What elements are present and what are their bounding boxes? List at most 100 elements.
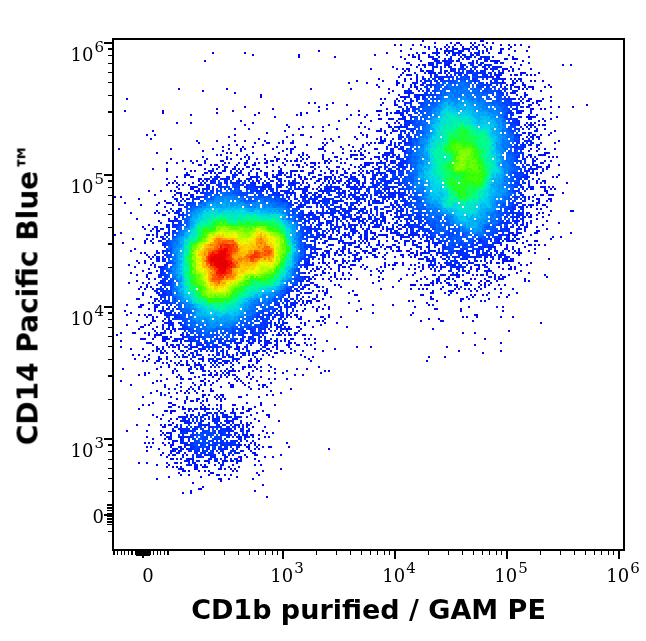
tick-mark (148, 550, 149, 556)
tick-mark (249, 550, 250, 555)
tick-mark (108, 72, 113, 73)
tick-mark (108, 399, 113, 400)
tick-mark (277, 550, 278, 555)
tick-mark (361, 550, 362, 555)
tick-mark (282, 550, 284, 559)
tick-mark (370, 550, 371, 555)
tick-mark (108, 491, 113, 492)
tick-mark (107, 518, 113, 520)
tick-mark (506, 550, 508, 559)
tick-mark (108, 267, 113, 268)
tick-mark (108, 451, 113, 452)
y-tick-label: 0 (0, 506, 104, 527)
plot-frame (112, 38, 625, 551)
tick-mark (108, 336, 113, 337)
x-tick-label: 104 (359, 565, 439, 586)
tick-mark (336, 550, 337, 555)
tick-mark (108, 204, 113, 205)
tick-mark (272, 550, 273, 555)
tick-mark (473, 550, 474, 555)
tick-mark (384, 550, 385, 555)
tick-mark (108, 319, 113, 320)
tick-mark (124, 550, 125, 555)
tick-mark (108, 195, 113, 196)
tick-mark (316, 550, 317, 555)
tick-mark (108, 327, 113, 328)
x-tick-label: 0 (108, 565, 188, 586)
tick-mark (104, 306, 113, 308)
tick-mark (142, 550, 143, 556)
tick-mark (107, 510, 113, 512)
tick-mark (136, 550, 137, 556)
tick-mark (108, 55, 113, 56)
tick-mark (462, 550, 463, 555)
tick-mark (144, 550, 145, 556)
tick-mark (107, 524, 113, 526)
tick-mark (108, 82, 113, 83)
tick-mark (204, 550, 205, 555)
tick-mark (108, 214, 113, 215)
tick-mark (107, 521, 113, 523)
tick-mark (108, 359, 113, 360)
tick-mark (104, 42, 113, 44)
tick-mark (164, 550, 165, 555)
tick-mark (108, 187, 113, 188)
tick-mark (104, 438, 113, 440)
tick-mark (540, 550, 541, 555)
tick-mark (121, 550, 122, 555)
x-tick-label: 106 (583, 565, 646, 586)
tick-mark (389, 550, 390, 555)
tick-mark (157, 550, 158, 555)
tick-mark (108, 346, 113, 347)
tick-mark (585, 550, 586, 555)
tick-mark (108, 111, 113, 112)
tick-mark (265, 550, 266, 555)
tick-mark (108, 478, 113, 479)
tick-mark (140, 550, 141, 556)
tick-mark (117, 550, 118, 555)
tick-mark (428, 550, 429, 555)
tick-mark (108, 468, 113, 469)
tick-mark (238, 550, 239, 555)
tick-mark (108, 531, 113, 532)
tick-mark (160, 550, 161, 555)
tick-mark (153, 550, 154, 555)
tick-mark (394, 550, 396, 559)
tick-mark (448, 550, 449, 555)
tick-mark (107, 513, 113, 515)
tick-mark (167, 550, 168, 555)
tick-mark (560, 550, 561, 555)
tick-mark (608, 550, 609, 555)
tick-mark (107, 515, 113, 517)
tick-mark (350, 550, 351, 555)
tick-mark (104, 174, 113, 176)
tick-mark (258, 550, 259, 555)
tick-mark (482, 550, 483, 555)
flow-cytometry-figure: 0103104105106 0103104105106 CD1b purifie… (0, 0, 646, 641)
tick-mark (107, 507, 113, 509)
tick-mark (131, 550, 132, 555)
tick-mark (108, 312, 113, 313)
tick-mark (601, 550, 602, 555)
tick-mark (108, 135, 113, 136)
tick-mark (108, 243, 113, 244)
tick-mark (574, 550, 575, 555)
tick-mark (107, 504, 113, 506)
tick-mark (128, 550, 129, 555)
tick-mark (377, 550, 378, 555)
tick-mark (108, 48, 113, 49)
tick-mark (108, 63, 113, 64)
tick-mark (146, 550, 147, 556)
tick-mark (489, 550, 490, 555)
y-tick-label: 106 (0, 44, 104, 65)
tick-mark (108, 375, 113, 376)
tick-mark (594, 550, 595, 555)
tick-mark (501, 550, 502, 555)
tick-mark (496, 550, 497, 555)
tick-mark (224, 550, 225, 555)
x-tick-label: 103 (247, 565, 327, 586)
tick-mark (108, 459, 113, 460)
y-axis-title: CD14 Pacific Blue™ (12, 143, 45, 445)
tick-mark (108, 95, 113, 96)
tick-mark (113, 550, 114, 555)
